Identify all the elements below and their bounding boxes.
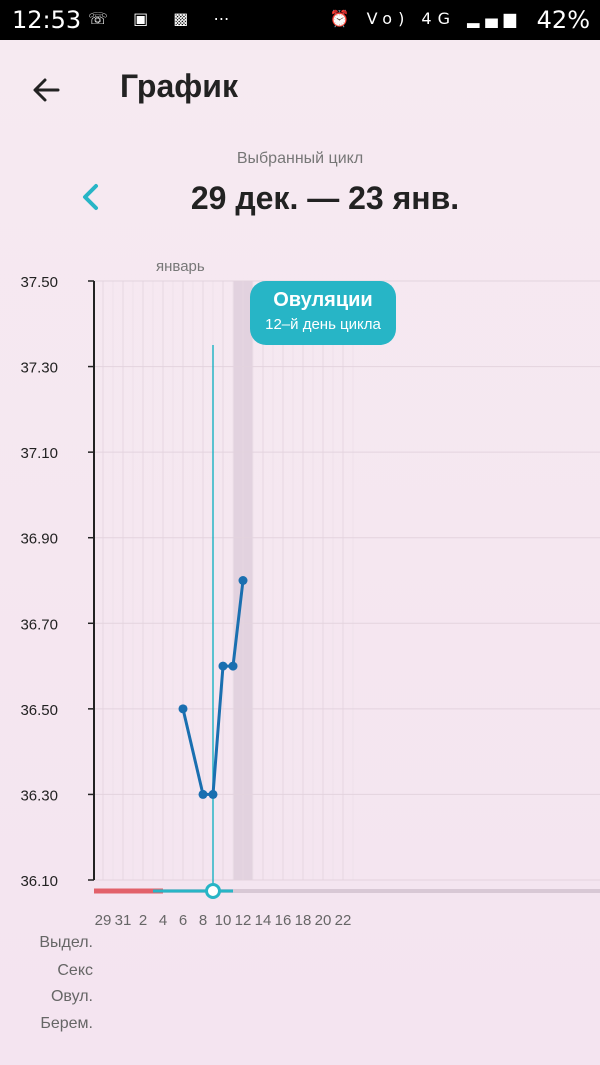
x-tick-label: 16 bbox=[275, 912, 292, 929]
temperature-data-point bbox=[238, 576, 248, 585]
y-tick-label: 36.10 bbox=[20, 873, 58, 890]
row-label-sex: Секс bbox=[57, 962, 93, 979]
ovulation-tag-title: Овуляции bbox=[273, 289, 373, 311]
x-tick-label: 6 bbox=[179, 912, 187, 929]
y-tick-label: 37.10 bbox=[20, 445, 58, 462]
ovulation-tag[interactable]: Овуляции 12–й день цикла bbox=[250, 281, 396, 345]
status-time: 12:53 bbox=[12, 6, 82, 34]
back-arrow-icon[interactable] bbox=[26, 70, 66, 110]
y-tick-label: 36.30 bbox=[20, 787, 58, 804]
y-tick-label: 36.70 bbox=[20, 616, 58, 633]
app-header: График bbox=[0, 40, 600, 140]
x-tick-label: 29 bbox=[95, 912, 112, 929]
temperature-chart: 37.50 37.30 37.10 36.90 36.70 36.50 36.30 36.10… bbox=[20, 274, 600, 929]
x-tick-label: 31 bbox=[115, 912, 132, 929]
battery-indicator: 42% bbox=[536, 6, 590, 34]
page-title: График bbox=[120, 68, 238, 104]
y-tick-label: 36.90 bbox=[20, 531, 58, 548]
temperature-data-point bbox=[228, 661, 238, 671]
y-tick-label: 37.30 bbox=[20, 360, 58, 377]
ovulation-tag-subtitle: 12–й день цикла bbox=[265, 316, 381, 333]
x-tick-label: 2 bbox=[139, 912, 147, 929]
previous-cycle-chevron-icon[interactable] bbox=[76, 180, 106, 214]
x-tick-label: 10 bbox=[215, 912, 232, 929]
signal-icons: ⏰ Vo) 4G ▂▄▆ bbox=[329, 9, 522, 28]
x-tick-label: 18 bbox=[295, 912, 312, 929]
x-tick-label: 8 bbox=[199, 912, 207, 929]
notification-icons: ☏ ▣ ▩ ⋯ bbox=[88, 9, 240, 28]
temperature-data-point bbox=[178, 704, 188, 714]
row-label-ovulation: Овул. bbox=[50, 988, 93, 1005]
x-tick-label: 22 bbox=[335, 912, 352, 929]
cycle-range: 29 дек. — 23 янв. bbox=[190, 180, 460, 216]
ovulation-day-marker bbox=[205, 883, 221, 899]
status-bar: 12:53 ☏ ▣ ▩ ⋯ ⏰ Vo) 4G ▂▄▆ 42% bbox=[0, 0, 600, 40]
y-tick-label: 36.50 bbox=[20, 702, 58, 719]
y-tick-label: 37.50 bbox=[20, 274, 58, 291]
row-label-discharge: Выдел. bbox=[39, 934, 93, 951]
temperature-data-point bbox=[218, 661, 228, 671]
x-tick-label: 14 bbox=[255, 912, 272, 929]
month-label: январь bbox=[156, 258, 205, 275]
temperature-data-point bbox=[198, 789, 208, 799]
x-tick-label: 4 bbox=[159, 912, 167, 929]
temperature-data-point bbox=[208, 789, 218, 799]
row-label-pregnancy: Берем. bbox=[40, 1015, 93, 1032]
x-tick-label: 12 bbox=[235, 912, 252, 929]
temperature-series-line bbox=[181, 580, 245, 796]
x-tick-label: 20 bbox=[315, 912, 332, 929]
cycle-caption: Выбранный цикл bbox=[236, 150, 364, 167]
